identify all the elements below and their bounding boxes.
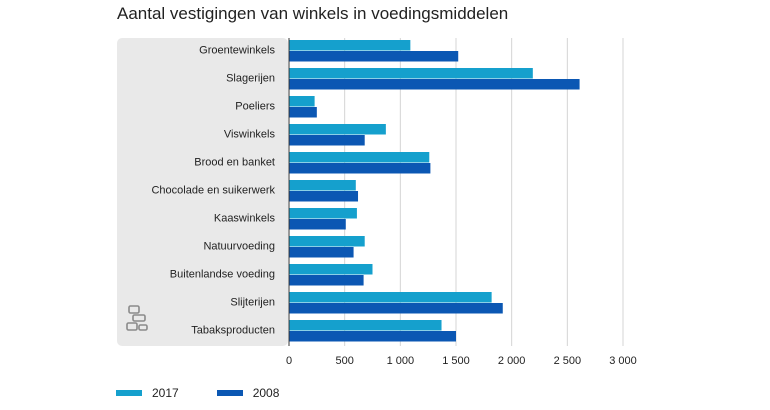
category-label: Buitenlandse voeding: [170, 268, 275, 280]
bar-2017-4: [289, 152, 430, 163]
category-label: Chocolade en suikerwerk: [151, 184, 275, 196]
category-label: Poeliers: [235, 100, 275, 112]
legend-label-2017: 2017: [152, 386, 179, 400]
category-label: Slagerijen: [226, 72, 275, 84]
bar-2017-10: [289, 320, 442, 331]
category-labels: Groentewinkels Slagerijen Poeliers Viswinke…: [151, 44, 275, 336]
bar-2008-7: [289, 247, 354, 258]
category-label: Viswinkels: [224, 128, 276, 140]
category-label: Slijterijen: [230, 296, 275, 308]
x-tick-label: 1 000: [387, 355, 415, 367]
bar-2008-9: [289, 303, 503, 314]
bar-2017-0: [289, 40, 411, 51]
category-label: Natuurvoeding: [203, 240, 275, 252]
bar-2017-1: [289, 68, 533, 79]
bar-2008-1: [289, 79, 580, 90]
x-tick-label: 2 000: [498, 355, 526, 367]
legend-swatch-2008: [216, 390, 243, 396]
bar-chart: Groentewinkels Slagerijen Poeliers Viswinke…: [117, 38, 637, 367]
legend-swatch-2017: [116, 390, 142, 396]
bar-2008-2: [289, 107, 317, 118]
chart-title: Aantal vestigingen van winkels in voedin…: [117, 4, 509, 23]
x-tick-label: 0: [286, 355, 292, 367]
bar-2008-0: [289, 51, 459, 62]
legend: 2017 2008: [116, 386, 317, 400]
bar-2008-6: [289, 219, 346, 230]
x-tick-label: 3 000: [609, 355, 637, 367]
bar-2017-5: [289, 180, 356, 191]
x-tick-label: 1 500: [442, 355, 470, 367]
bar-2008-10: [289, 331, 456, 342]
bar-2017-3: [289, 124, 386, 135]
legend-item-2008: 2008: [216, 386, 280, 400]
legend-label-2008: 2008: [252, 386, 280, 400]
category-label: Groentewinkels: [199, 44, 275, 56]
x-tick-label: 500: [335, 355, 353, 367]
bar-2017-8: [289, 264, 373, 275]
bar-2008-4: [289, 163, 431, 174]
bar-2017-9: [289, 292, 492, 303]
legend-item-2017: 2017: [116, 386, 179, 400]
bar-2017-6: [289, 208, 357, 219]
bar-2008-8: [289, 275, 364, 286]
bar-2008-3: [289, 135, 365, 146]
x-tick-label: 2 500: [554, 355, 582, 367]
bar-2008-5: [289, 191, 359, 202]
cbs-logo: [126, 305, 148, 331]
bars: [289, 40, 580, 342]
bar-2017-7: [289, 236, 365, 247]
category-label: Kaaswinkels: [214, 212, 276, 224]
category-panel: [117, 38, 288, 346]
bar-2017-2: [289, 96, 315, 107]
category-label: Tabaksproducten: [191, 324, 275, 336]
category-label: Brood en banket: [194, 156, 275, 168]
x-tick-labels: 0 500 1 000 1 500 2 000 2 500 3 000: [286, 355, 637, 367]
